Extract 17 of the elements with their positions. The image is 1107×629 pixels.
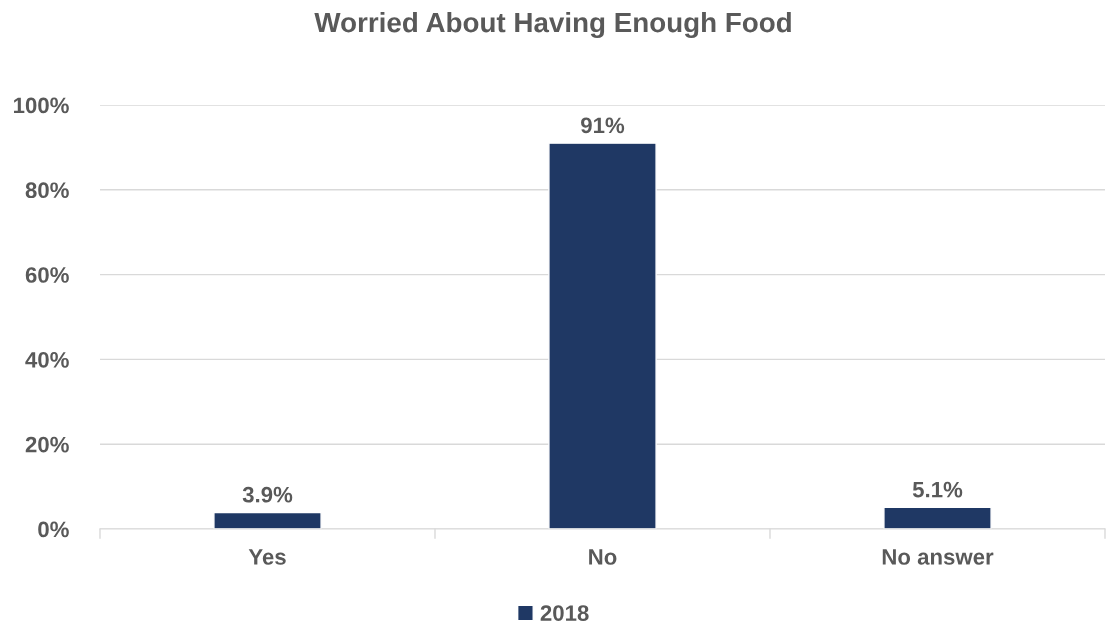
y-tick-label: 0% <box>38 521 69 538</box>
bar <box>213 511 322 529</box>
y-tick-label: 40% <box>25 351 69 368</box>
legend-label: 2018 <box>540 605 589 621</box>
data-label: 5.1% <box>912 481 963 498</box>
data-label: 3.9% <box>242 486 293 503</box>
y-tick-label: 80% <box>25 182 69 199</box>
bar <box>883 506 992 529</box>
bar <box>548 142 657 529</box>
data-label: 91% <box>581 117 625 134</box>
x-tick-label: No <box>589 549 617 565</box>
y-tick-label: 60% <box>25 267 69 283</box>
x-tick-label: Yes <box>248 549 286 565</box>
y-tick-label: 100% <box>14 97 69 114</box>
x-tick-label: No answer <box>882 549 994 565</box>
chart-title: Worried About Having Enough Food <box>314 11 791 39</box>
y-tick-label: 20% <box>25 436 69 453</box>
